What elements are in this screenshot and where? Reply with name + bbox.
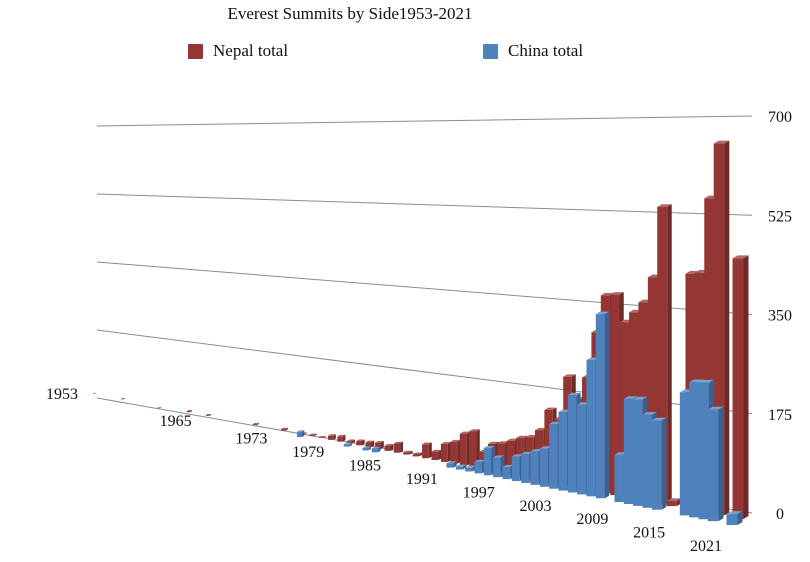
bars (92, 140, 749, 525)
bar-nepal-1978 (328, 434, 336, 440)
bar-china-2007 (595, 311, 610, 499)
bar-china-1980 (343, 442, 352, 447)
bar-nepal-1982 (365, 440, 375, 448)
y-tick-label-1: 175 (768, 407, 792, 424)
y-tick-label-2: 350 (768, 308, 792, 325)
bar-nepal-2021 (732, 255, 749, 519)
bar-nepal-1956 (121, 397, 125, 400)
bar-china-1960 (157, 406, 162, 409)
bar-nepal-1986 (403, 450, 413, 455)
gridlines: 0 175 350 525 700 (96, 109, 792, 523)
bar-nepal-1983 (375, 441, 384, 450)
x-tick-label-2021: 2021 (690, 538, 722, 555)
bar-nepal-1965 (205, 414, 212, 416)
x-tick-label-2009: 2009 (576, 511, 608, 528)
x-tick-label-1979: 1979 (292, 444, 324, 461)
gridline-3 (96, 193, 753, 216)
y-tick-label-3: 525 (768, 208, 792, 225)
legend-item-nepal: Nepal total (188, 41, 288, 61)
x-tick-label-1973: 1973 (235, 431, 267, 448)
bar-china-1983 (371, 446, 381, 453)
legend-label-nepal: Nepal total (213, 41, 289, 60)
bar-nepal-1979 (337, 434, 346, 442)
bar-nepal-1963 (186, 410, 192, 413)
x-tick-label-2015: 2015 (633, 525, 665, 542)
bar-nepal-1970 (252, 422, 260, 426)
bar-nepal-1953 (92, 392, 96, 394)
legend-label-china: China total (508, 41, 584, 60)
chart-title: Everest Summits by Side1953-2021 (227, 4, 473, 23)
bar-china-1991 (446, 461, 457, 468)
legend-swatch-nepal (188, 43, 203, 59)
legend-item-china: China total (483, 41, 583, 61)
bar-nepal-2019 (713, 140, 730, 516)
bar-nepal-2013 (657, 204, 672, 505)
bar-china-2021 (726, 511, 743, 525)
x-tick-label-1985: 1985 (349, 458, 381, 475)
bar-china-1982 (362, 446, 371, 451)
bar-china-2013 (651, 417, 667, 510)
bar-nepal-1977 (318, 435, 327, 438)
bar-china-2019 (707, 406, 724, 522)
bar-nepal-1984 (384, 443, 394, 451)
bar-nepal-1989 (431, 449, 442, 461)
bar-china-1975 (297, 430, 305, 438)
bar-nepal-1980 (346, 439, 356, 444)
bar-nepal-1976 (309, 433, 317, 437)
bar-nepal-1987 (412, 452, 423, 457)
bar-nepal-1981 (356, 439, 365, 446)
y-tick-label-0: 0 (776, 506, 784, 523)
bar-china-1994 (474, 459, 486, 474)
bar-nepal-1990 (440, 442, 451, 462)
x-axis-labels: 1953 1965 1973 1979 1985 1991 1997 2003 2009 2015… (46, 386, 722, 555)
bar-nepal-1985 (393, 441, 404, 453)
gridline-4 (96, 115, 753, 127)
legend-swatch-china (483, 43, 498, 59)
x-tick-label-1991: 1991 (406, 471, 438, 488)
bar-nepal-1991 (450, 439, 461, 464)
bar-nepal-1992 (459, 431, 471, 466)
bar-nepal-1973 (281, 427, 288, 431)
x-tick-label-1997: 1997 (463, 484, 495, 501)
bar-nepal-1988 (422, 442, 432, 459)
x-tick-label-1953: 1953 (46, 386, 78, 403)
x-tick-label-2003: 2003 (520, 498, 552, 515)
bar-china-1993 (465, 465, 476, 472)
bar-china-1992 (455, 464, 467, 470)
x-tick-label-1965: 1965 (160, 413, 192, 430)
y-tick-label-4: 700 (768, 109, 792, 126)
